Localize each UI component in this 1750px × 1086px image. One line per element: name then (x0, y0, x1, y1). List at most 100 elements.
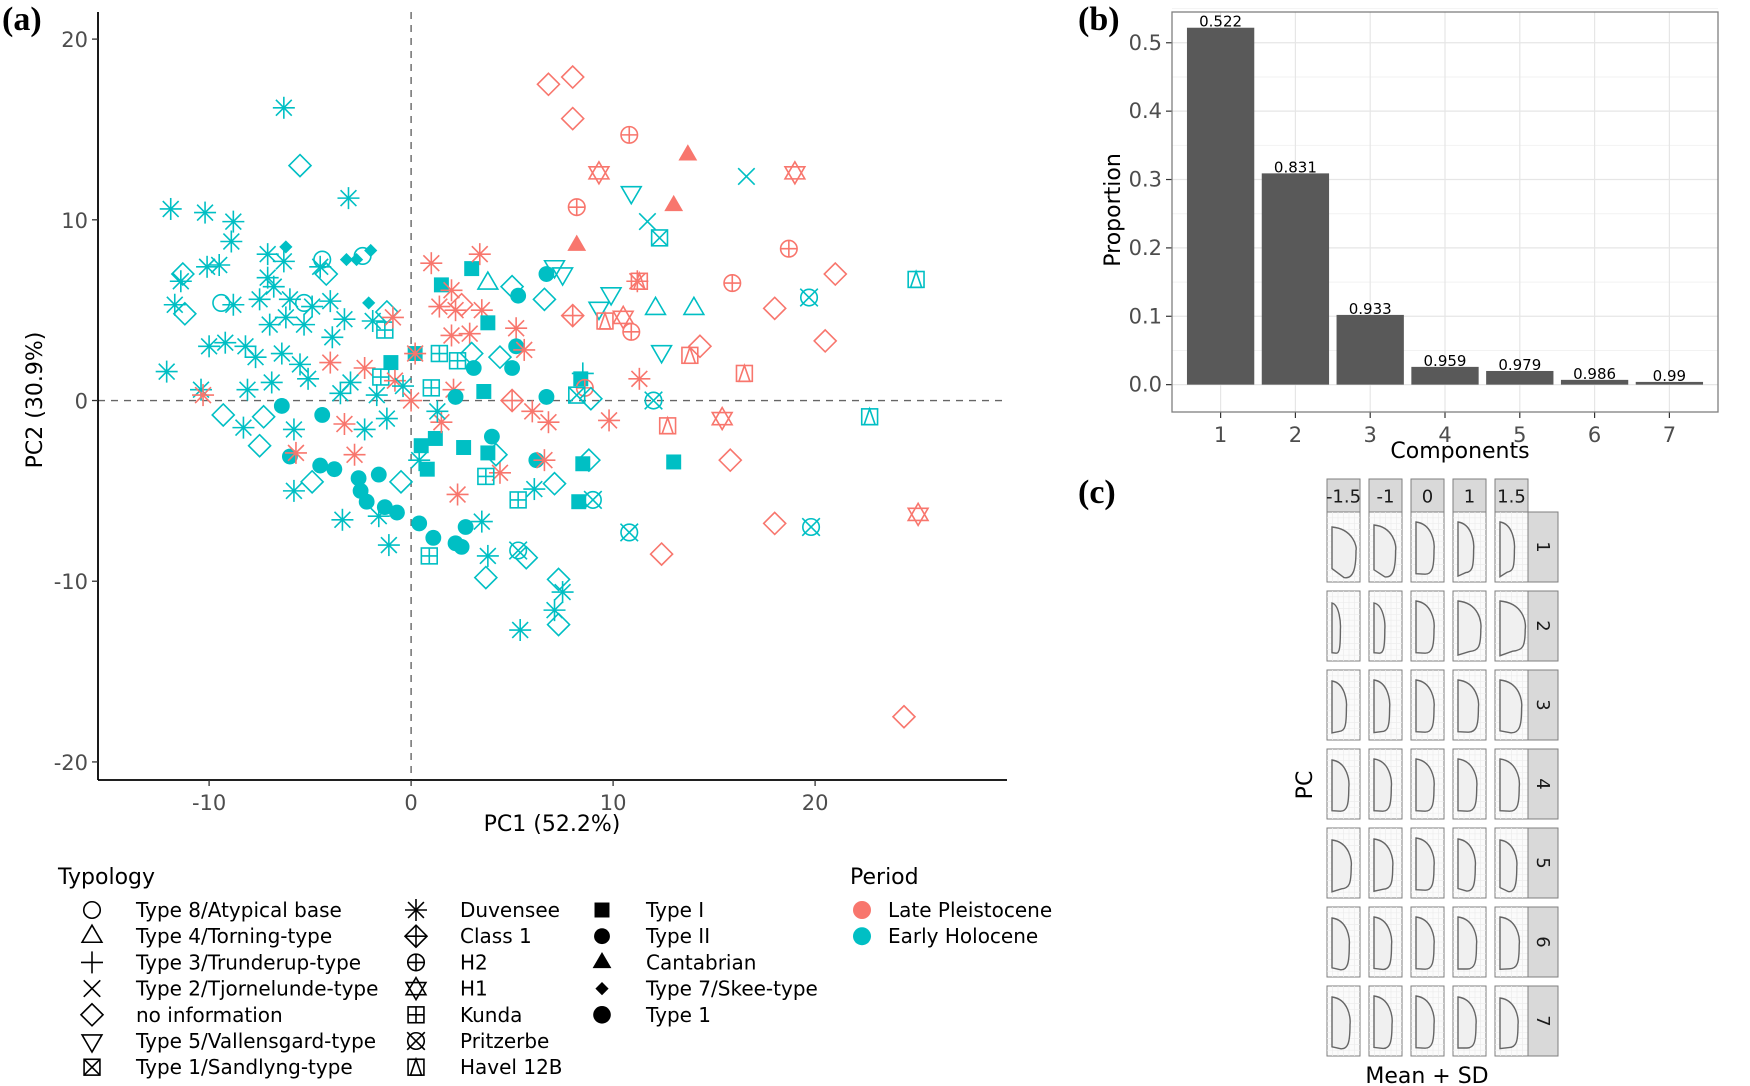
legend-typology-item: Type 1 (593, 1003, 711, 1027)
row-header-strip (1527, 590, 1559, 662)
data-point (546, 612, 571, 637)
data-point (470, 510, 493, 533)
data-point (483, 428, 500, 445)
data-point (333, 308, 356, 331)
shape-cell (1326, 511, 1361, 583)
shape-cell (1410, 669, 1445, 741)
data-point (297, 367, 320, 390)
row-header-label: 5 (1532, 857, 1553, 868)
data-point (172, 301, 197, 326)
data-point (247, 433, 272, 458)
outline-shape (1415, 995, 1435, 1049)
data-point (533, 449, 556, 472)
data-point (560, 64, 585, 90)
data-point (504, 360, 521, 376)
data-point (273, 398, 290, 414)
data-point (509, 491, 527, 509)
bar (1411, 366, 1479, 385)
data-point (449, 292, 474, 317)
legend-symbol-icon (79, 1002, 105, 1027)
data-point (232, 416, 255, 439)
legend-item-label: Type 1/Sandlyng-type (135, 1055, 353, 1079)
row-header-label: 2 (1532, 620, 1553, 631)
legend-typology-item: Type 3/Trunderup-type (81, 950, 361, 974)
data-point (196, 255, 219, 278)
data-point (427, 430, 443, 446)
data-point (214, 331, 237, 354)
data-point (353, 418, 376, 441)
shape-cell (1410, 827, 1445, 899)
data-point (473, 565, 498, 590)
data-point (194, 201, 217, 224)
data-point (301, 295, 324, 318)
row-header-label: 1 (1532, 541, 1553, 552)
data-point (367, 505, 390, 528)
legend-typology-item: Type 4/Torning-type (80, 923, 332, 948)
data-point (571, 362, 594, 385)
data-point (358, 493, 375, 510)
data-point (644, 295, 667, 316)
legend-item-label: Early Holocene (888, 924, 1038, 948)
legend-period-item: Late Pleistocene (853, 898, 1052, 922)
data-point (598, 409, 621, 432)
x-tick-label: 20 (802, 791, 829, 815)
data-point (458, 322, 481, 345)
data-point (619, 523, 639, 542)
data-point (234, 335, 257, 358)
data-point (319, 290, 342, 313)
data-point (220, 230, 243, 253)
data-point (536, 72, 561, 97)
outline-shape (1415, 837, 1435, 891)
legend-typology-item: Type 8/Atypical base (82, 898, 342, 922)
column-header: -1 (1368, 478, 1403, 513)
data-point (446, 483, 469, 506)
shape-cell (1368, 827, 1403, 899)
data-point (538, 388, 555, 405)
x-tick-label: 7 (1663, 423, 1676, 447)
legend-symbol-icon (83, 979, 101, 998)
data-point (425, 529, 442, 546)
data-point (375, 407, 398, 430)
row-header: 3 (1527, 669, 1559, 741)
bar-data-label: 0.986 (1573, 365, 1616, 383)
data-point (400, 389, 423, 412)
bar-data-label: 0.959 (1424, 352, 1467, 370)
x-tick-label: 5 (1513, 423, 1526, 447)
legend-symbol-icon (592, 951, 612, 969)
shape-cell (1494, 511, 1529, 583)
data-point (383, 355, 399, 371)
data-point (620, 125, 639, 144)
column-header: 1.5 (1494, 478, 1529, 513)
outline-shape (1331, 996, 1351, 1050)
data-point (353, 356, 376, 379)
data-point (211, 402, 236, 428)
row-header: 2 (1527, 590, 1559, 662)
data-point (408, 449, 431, 472)
data-point (159, 197, 182, 220)
column-header: -1.5 (1326, 478, 1361, 513)
data-point (365, 384, 388, 407)
y-tick-label: 0.1 (1129, 304, 1162, 328)
legend-typology-item: no information (79, 1002, 283, 1027)
data-point (650, 344, 673, 365)
shape-grid: -1.5 -1 0 1 1.5 1 2 3 4 5 6 7 (1326, 478, 1559, 1057)
data-point (331, 508, 354, 531)
bar-data-label: 0.979 (1498, 356, 1541, 374)
data-point (433, 277, 449, 293)
data-point (560, 303, 585, 328)
x-tick-label: 2 (1289, 423, 1302, 447)
data-point (483, 442, 509, 467)
data-point (762, 296, 787, 321)
scatter-points (155, 64, 930, 729)
data-point (272, 250, 295, 273)
legend-typology-item: Class 1 (403, 924, 532, 949)
row-header: 4 (1527, 748, 1559, 820)
data-point (783, 160, 807, 186)
panel-a-label: (a) (2, 1, 42, 38)
bar (1186, 27, 1255, 385)
data-point (537, 411, 560, 434)
data-point (599, 287, 623, 307)
data-point (476, 270, 500, 290)
data-point (258, 313, 281, 336)
data-point (860, 406, 879, 426)
